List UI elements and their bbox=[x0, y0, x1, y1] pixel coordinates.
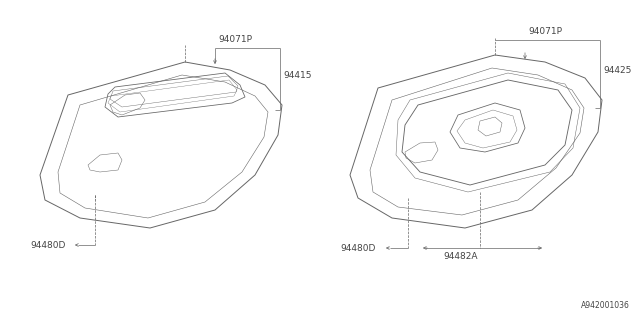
Text: A942001036: A942001036 bbox=[581, 301, 630, 310]
Text: 94482A: 94482A bbox=[443, 252, 477, 261]
Text: 94480D: 94480D bbox=[340, 244, 376, 252]
Text: 94071P: 94071P bbox=[528, 27, 562, 36]
Text: 94415: 94415 bbox=[283, 70, 312, 79]
Text: 94480D: 94480D bbox=[30, 241, 65, 250]
Text: 94425: 94425 bbox=[603, 66, 632, 75]
Text: 94071P: 94071P bbox=[218, 35, 252, 44]
